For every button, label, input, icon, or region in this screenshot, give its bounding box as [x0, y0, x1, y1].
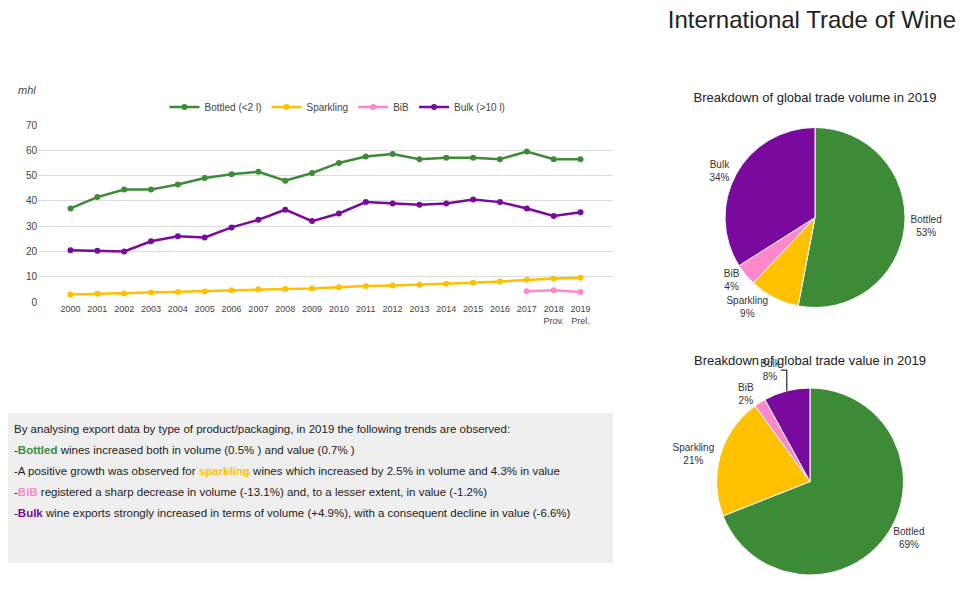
svg-text:BiB: BiB	[393, 102, 409, 113]
svg-text:Bottled (<2 l): Bottled (<2 l)	[205, 102, 262, 113]
html-text:- Bulk wine exports strongly i: - Bulk wine exports strongly increased i…	[14, 507, 571, 519]
svg-text:Sparkling21%: Sparkling21%	[673, 442, 715, 466]
html-text:- Bottled wines increased both: - Bottled wines increased both in volume…	[14, 444, 355, 456]
svg-text:20: 20	[26, 246, 38, 257]
svg-text:Breakdown of global trade volu: Breakdown of global trade volume in 2019	[694, 90, 937, 105]
svg-text:70: 70	[26, 120, 38, 131]
svg-text:2004: 2004	[168, 304, 188, 314]
html-text:-A positive growth was observe: -A positive growth was observed for spar…	[14, 465, 560, 477]
svg-text:2017: 2017	[517, 304, 537, 314]
html-text:International Trade of Wine: International Trade of Wine	[667, 6, 956, 33]
svg-text:60: 60	[26, 145, 38, 156]
html-text:- BiB registered a sharp decre: - BiB registered a sharp decrease in vol…	[14, 486, 487, 498]
svg-text:30: 30	[26, 221, 38, 232]
svg-text:2010: 2010	[329, 304, 349, 314]
svg-text:Sparkling: Sparkling	[306, 102, 348, 113]
svg-text:Breakdown of global trade valu: Breakdown of global trade value in 2019	[694, 353, 926, 368]
svg-text:2019Prel.: 2019Prel.	[570, 304, 590, 326]
svg-text:2018Prov.: 2018Prov.	[543, 304, 563, 326]
svg-text:10: 10	[26, 271, 38, 282]
svg-text:Bottled53%: Bottled53%	[911, 214, 942, 238]
svg-text:2006: 2006	[222, 304, 242, 314]
svg-text:2002: 2002	[114, 304, 134, 314]
svg-text:Bulk8%: Bulk8%	[760, 358, 780, 382]
svg-text:2001: 2001	[87, 304, 107, 314]
svg-text:2000: 2000	[60, 304, 80, 314]
svg-text:2015: 2015	[463, 304, 483, 314]
svg-text:Bulk34%: Bulk34%	[709, 159, 730, 183]
svg-text:2009: 2009	[302, 304, 322, 314]
svg-text:2005: 2005	[195, 304, 215, 314]
svg-text:2011: 2011	[356, 304, 375, 314]
svg-text:50: 50	[26, 170, 38, 181]
svg-text:Bottled69%: Bottled69%	[893, 526, 924, 550]
svg-text:Sparkling9%: Sparkling9%	[726, 295, 768, 319]
svg-text:2003: 2003	[141, 304, 161, 314]
svg-text:0: 0	[31, 297, 37, 308]
svg-text:2012: 2012	[383, 304, 403, 314]
svg-text:Bulk (>10 l): Bulk (>10 l)	[454, 102, 505, 113]
svg-text:mhl: mhl	[18, 84, 36, 96]
svg-text:2013: 2013	[409, 304, 429, 314]
svg-text:BiB2%: BiB2%	[738, 382, 754, 406]
svg-text:2007: 2007	[248, 304, 268, 314]
svg-text:40: 40	[26, 195, 38, 206]
svg-text:2016: 2016	[490, 304, 510, 314]
html-text:By analysing export data by ty: By analysing export data by type of prod…	[14, 423, 511, 435]
svg-text:BiB4%: BiB4%	[724, 268, 740, 292]
svg-text:2014: 2014	[436, 304, 456, 314]
svg-text:2008: 2008	[275, 304, 295, 314]
